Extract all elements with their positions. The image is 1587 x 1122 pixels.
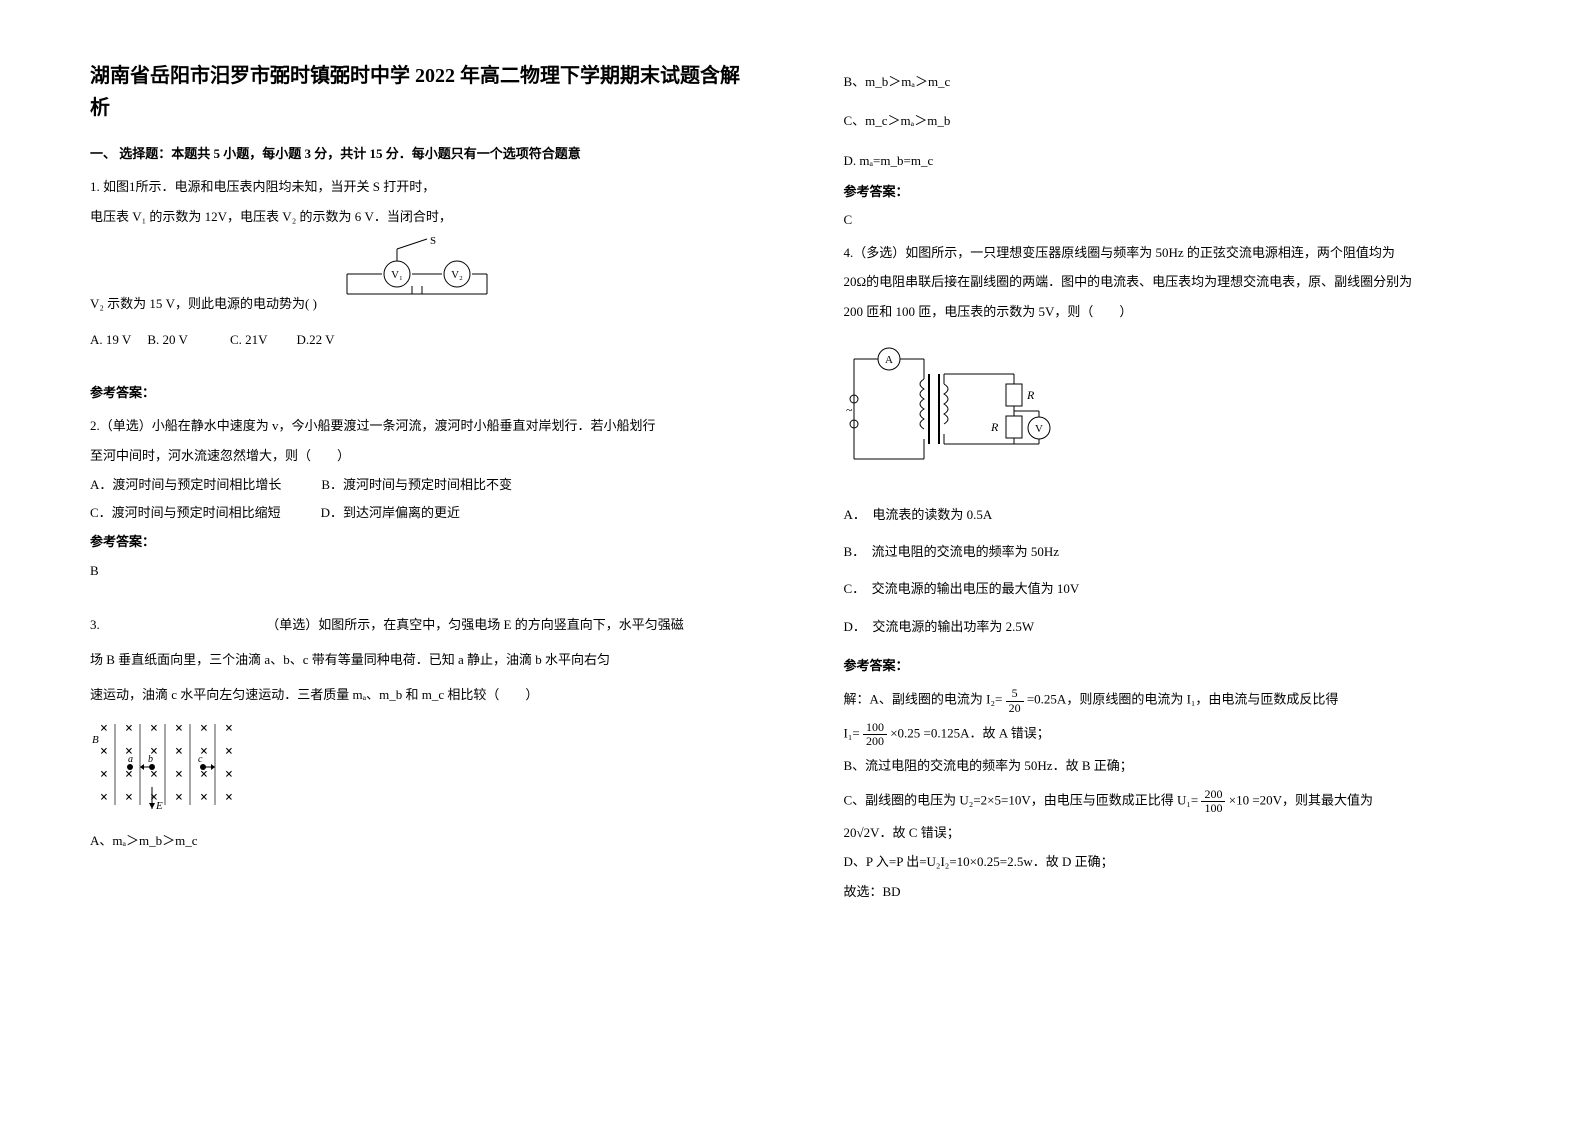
section-heading: 一、 选择题：本题共 5 小题，每小题 3 分，共计 15 分．每小题只有一个选… bbox=[90, 142, 744, 165]
question-1: 1. 如图1所示．电源和电压表内阻均未知，当开关 S 打开时， 电压表 V₁ 的… bbox=[90, 175, 744, 404]
q4-sol5: 20√2V．故 C 错误； bbox=[844, 821, 1498, 844]
q2-optC: C．渡河时间与预定时间相比缩短 bbox=[90, 501, 281, 524]
q4-sol7: 故选：BD bbox=[844, 880, 1498, 903]
q2-optA: A．渡河时间与预定时间相比增长 bbox=[90, 473, 281, 496]
A-label: A bbox=[885, 354, 893, 366]
q3-optA: A、mₐ＞m_b＞m_c bbox=[90, 829, 744, 852]
b-label: b bbox=[148, 754, 153, 765]
q2-stem2: 至河中间时，河水流速忽然增大，则（ ） bbox=[90, 444, 744, 467]
q3-optD: D. mₐ=m_b=m_c bbox=[844, 149, 1498, 172]
q3-ans-label: 参考答案： bbox=[844, 180, 1498, 203]
q4-sol1: 解：A、副线圈的电流为 I₂= 520 =0.25A，则原线圈的电流为 I₁，由… bbox=[844, 687, 1498, 714]
R-label-2: R bbox=[990, 420, 999, 434]
q4-sol2: I₁= 100200 ×0.25 =0.125A．故 A 错误； bbox=[844, 721, 1498, 748]
q1-line1: 1. 如图1所示．电源和电压表内阻均未知，当开关 S 打开时， bbox=[90, 175, 744, 198]
q3-ans: C bbox=[844, 208, 1498, 231]
q1-optC: C. 21V bbox=[230, 332, 267, 347]
q4-sol2-pre: I₁= bbox=[844, 726, 860, 741]
q1-optB: B. 20 V bbox=[147, 332, 187, 347]
q4-sol4: C、副线圈的电压为 U₂=2×5=10V，由电压与匝数成正比得 U₁= 2001… bbox=[844, 788, 1498, 815]
q2-optD: D．到达河岸偏离的更近 bbox=[321, 501, 460, 524]
svg-text:×: × bbox=[100, 721, 108, 736]
q3-field-diagram: ×××××× ×××××× ×××××× ×××××× B a b c E bbox=[90, 717, 744, 819]
svg-text:×: × bbox=[175, 767, 183, 782]
question-3: 3. （单选）如图所示，在真空中，匀强电场 E 的方向竖直向下，水平匀强磁 场 … bbox=[90, 613, 744, 853]
q4-ans-label: 参考答案： bbox=[844, 654, 1498, 677]
q3-line1: 3. （单选）如图所示，在真空中，匀强电场 E 的方向竖直向下，水平匀强磁 bbox=[90, 613, 744, 636]
svg-text:×: × bbox=[150, 721, 158, 736]
q1-optD: D.22 V bbox=[297, 332, 335, 347]
q4-sol4-pre: C、副线圈的电压为 U₂=2×5=10V，由电压与匝数成正比得 U₁= bbox=[844, 792, 1199, 807]
q4-optD: D． 交流电源的输出功率为 2.5W bbox=[844, 615, 1498, 638]
q2-ans-label: 参考答案： bbox=[90, 530, 744, 553]
svg-text:×: × bbox=[100, 744, 108, 759]
q2-optB: B．渡河时间与预定时间相比不变 bbox=[321, 473, 512, 496]
a-label: a bbox=[128, 754, 133, 765]
q3-optC: C、m_c＞mₐ＞m_b bbox=[844, 109, 1498, 132]
svg-text:×: × bbox=[175, 721, 183, 736]
q4-optA: A． 电流表的读数为 0.5A bbox=[844, 503, 1498, 526]
q3-optB: B、m_b＞mₐ＞m_c bbox=[844, 70, 1498, 93]
R-label-1: R bbox=[1026, 388, 1035, 402]
q1-line2: 电压表 V₁ 的示数为 12V，电压表 V₂ 的示数为 6 V．当闭合时， bbox=[90, 205, 744, 228]
frac-num: 5 bbox=[1006, 687, 1024, 701]
q4-sol2-mul: ×0.25 bbox=[890, 726, 920, 741]
svg-text:×: × bbox=[125, 721, 133, 736]
svg-text:×: × bbox=[225, 790, 233, 805]
frac-den: 20 bbox=[1006, 702, 1024, 715]
v1-label: V₁ bbox=[391, 269, 403, 281]
V-label: V bbox=[1035, 423, 1043, 435]
q4-stem3: 200 匝和 100 匝，电压表的示数为 5V，则（ ） bbox=[844, 300, 1498, 323]
svg-text:×: × bbox=[225, 721, 233, 736]
E-label: E bbox=[155, 800, 163, 812]
q2-ans: B bbox=[90, 559, 744, 582]
q4-sol4-post: =20V，则其最大值为 bbox=[1252, 792, 1373, 807]
frac-den: 100 bbox=[1201, 802, 1225, 815]
q4-optB: B． 流过电阻的交流电的频率为 50Hz bbox=[844, 540, 1498, 563]
q4-sol1-pre: 解：A、副线圈的电流为 I₂= bbox=[844, 692, 1003, 707]
question-2: 2.（单选）小船在静水中速度为 v，今小船要渡过一条河流，渡河时小船垂直对岸划行… bbox=[90, 414, 744, 582]
q2-stem1: 2.（单选）小船在静水中速度为 v，今小船要渡过一条河流，渡河时小船垂直对岸划行… bbox=[90, 414, 744, 437]
svg-text:×: × bbox=[100, 767, 108, 782]
q4-sol1-post: =0.25A，则原线圈的电流为 I₁，由电流与匝数成反比得 bbox=[1027, 692, 1339, 707]
q4-sol3: B、流过电阻的交流电的频率为 50Hz．故 B 正确； bbox=[844, 754, 1498, 777]
page-title: 湖南省岳阳市汨罗市弼时镇弼时中学 2022 年高二物理下学期期末试题含解析 bbox=[90, 60, 744, 124]
q4-sol6: D、P 入=P 出=U₂I₂=10×0.25=2.5w．故 D 正确； bbox=[844, 850, 1498, 873]
svg-text:×: × bbox=[225, 744, 233, 759]
frac-den: 200 bbox=[863, 735, 887, 748]
frac-num: 200 bbox=[1201, 788, 1225, 802]
q4-optC: C． 交流电源的输出电压的最大值为 10V bbox=[844, 577, 1498, 600]
q3-stem2: 场 B 垂直纸面向里，三个油滴 a、b、c 带有等量同种电荷．已知 a 静止，油… bbox=[90, 648, 744, 671]
svg-text:×: × bbox=[125, 790, 133, 805]
svg-text:×: × bbox=[100, 790, 108, 805]
svg-text:×: × bbox=[200, 721, 208, 736]
B-label: B bbox=[92, 734, 99, 746]
c-label: c bbox=[198, 754, 203, 765]
v2-label: V₂ bbox=[451, 269, 463, 281]
q4-stem1: 4.（多选）如图所示，一只理想变压器原线圈与频率为 50Hz 的正弦交流电源相连… bbox=[844, 241, 1498, 264]
frac-num: 100 bbox=[863, 721, 887, 735]
svg-text:×: × bbox=[200, 790, 208, 805]
svg-text:×: × bbox=[225, 767, 233, 782]
q4-transformer-diagram: A ~ R bbox=[844, 339, 1498, 486]
svg-text:×: × bbox=[175, 744, 183, 759]
q3-stem3: 速运动，油滴 c 水平向左匀速运动．三者质量 mₐ、m_b 和 m_c 相比较（… bbox=[90, 683, 744, 706]
q1-ans-label: 参考答案： bbox=[90, 381, 744, 404]
svg-text:×: × bbox=[175, 790, 183, 805]
q1-line3: V₂ 示数为 15 V，则此电源的电动势为( ) bbox=[90, 292, 317, 315]
q4-stem2: 20Ω的电阻串联后接在副线圈的两端．图中的电流表、电压表均为理想交流电表，原、副… bbox=[844, 270, 1498, 293]
q3-stem1: （单选）如图所示，在真空中，匀强电场 E 的方向竖直向下，水平匀强磁 bbox=[266, 617, 683, 632]
svg-text:~: ~ bbox=[846, 403, 853, 417]
question-4: 4.（多选）如图所示，一只理想变压器原线圈与频率为 50Hz 的正弦交流电源相连… bbox=[844, 241, 1498, 903]
q1-circuit-diagram: V₁ V₂ S bbox=[327, 234, 507, 321]
q4-sol4-mul: ×10 bbox=[1229, 792, 1249, 807]
q1-optA: A. 19 V bbox=[90, 332, 131, 347]
q4-sol2-post: =0.125A．故 A 错误； bbox=[924, 726, 1050, 741]
s-label: S bbox=[430, 235, 436, 247]
q1-options: A. 19 V B. 20 V C. 21V D.22 V bbox=[90, 328, 744, 351]
q3-prefix: 3. bbox=[90, 617, 100, 632]
